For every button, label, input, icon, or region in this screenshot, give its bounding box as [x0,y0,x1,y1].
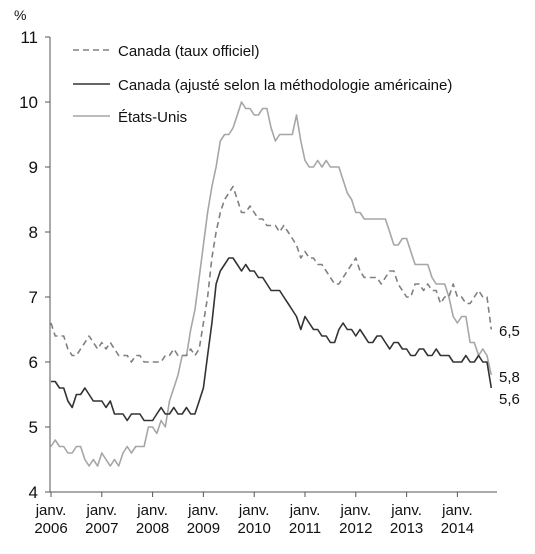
y-axis-ticks: 4 5 6 7 8 9 10 11 [19,28,50,502]
x-tick-year-label: 2009 [187,520,220,537]
series-line-1 [51,257,493,422]
y-tick-label: 7 [29,288,38,307]
x-tick-year-label: 2010 [238,520,271,537]
y-axis-unit-label: % [14,7,26,23]
legend-label-1: Canada (ajusté selon la méthodologie amé… [118,77,452,94]
y-tick-label: 4 [29,483,38,502]
x-tick-month-label: janv. [136,502,168,519]
end-value-labels: 6,5 5,6 5,8 [499,323,520,408]
x-tick-year-label: 2006 [34,520,67,537]
y-tick-label: 5 [29,418,38,437]
y-tick-label: 6 [29,353,38,372]
x-tick-month-label: janv. [238,502,270,519]
series-line-2 [50,101,493,467]
end-value-label-0: 6,5 [499,323,520,340]
x-tick-month-label: janv. [289,502,321,519]
x-tick-month-label: janv. [187,502,219,519]
x-tick-month-label: janv. [390,502,422,519]
x-tick-month-label: janv. [86,502,118,519]
legend: Canada (taux officiel) Canada (ajusté sel… [73,43,452,126]
x-axis-ticks: janv.2006janv.2007janv.2008janv.2009janv… [34,492,474,537]
x-tick-year-label: 2014 [441,520,474,537]
x-tick-year-label: 2012 [339,520,372,537]
y-tick-label: 10 [19,93,38,112]
x-tick-year-label: 2013 [390,520,423,537]
series-line-0 [50,185,493,363]
y-tick-label: 9 [29,158,38,177]
x-tick-year-label: 2007 [85,520,118,537]
legend-label-2: États-Unis [118,109,187,126]
y-tick-label: 11 [20,28,38,47]
x-tick-month-label: janv. [441,502,473,519]
x-tick-year-label: 2011 [289,520,321,537]
series-lines [50,101,493,467]
axes [49,37,497,493]
legend-label-0: Canada (taux officiel) [118,43,259,60]
x-tick-month-label: janv. [340,502,372,519]
x-tick-month-label: janv. [35,502,67,519]
end-value-label-1: 5,6 [499,391,520,408]
end-value-label-2: 5,8 [499,369,520,386]
x-tick-year-label: 2008 [136,520,169,537]
y-tick-label: 8 [29,223,38,242]
